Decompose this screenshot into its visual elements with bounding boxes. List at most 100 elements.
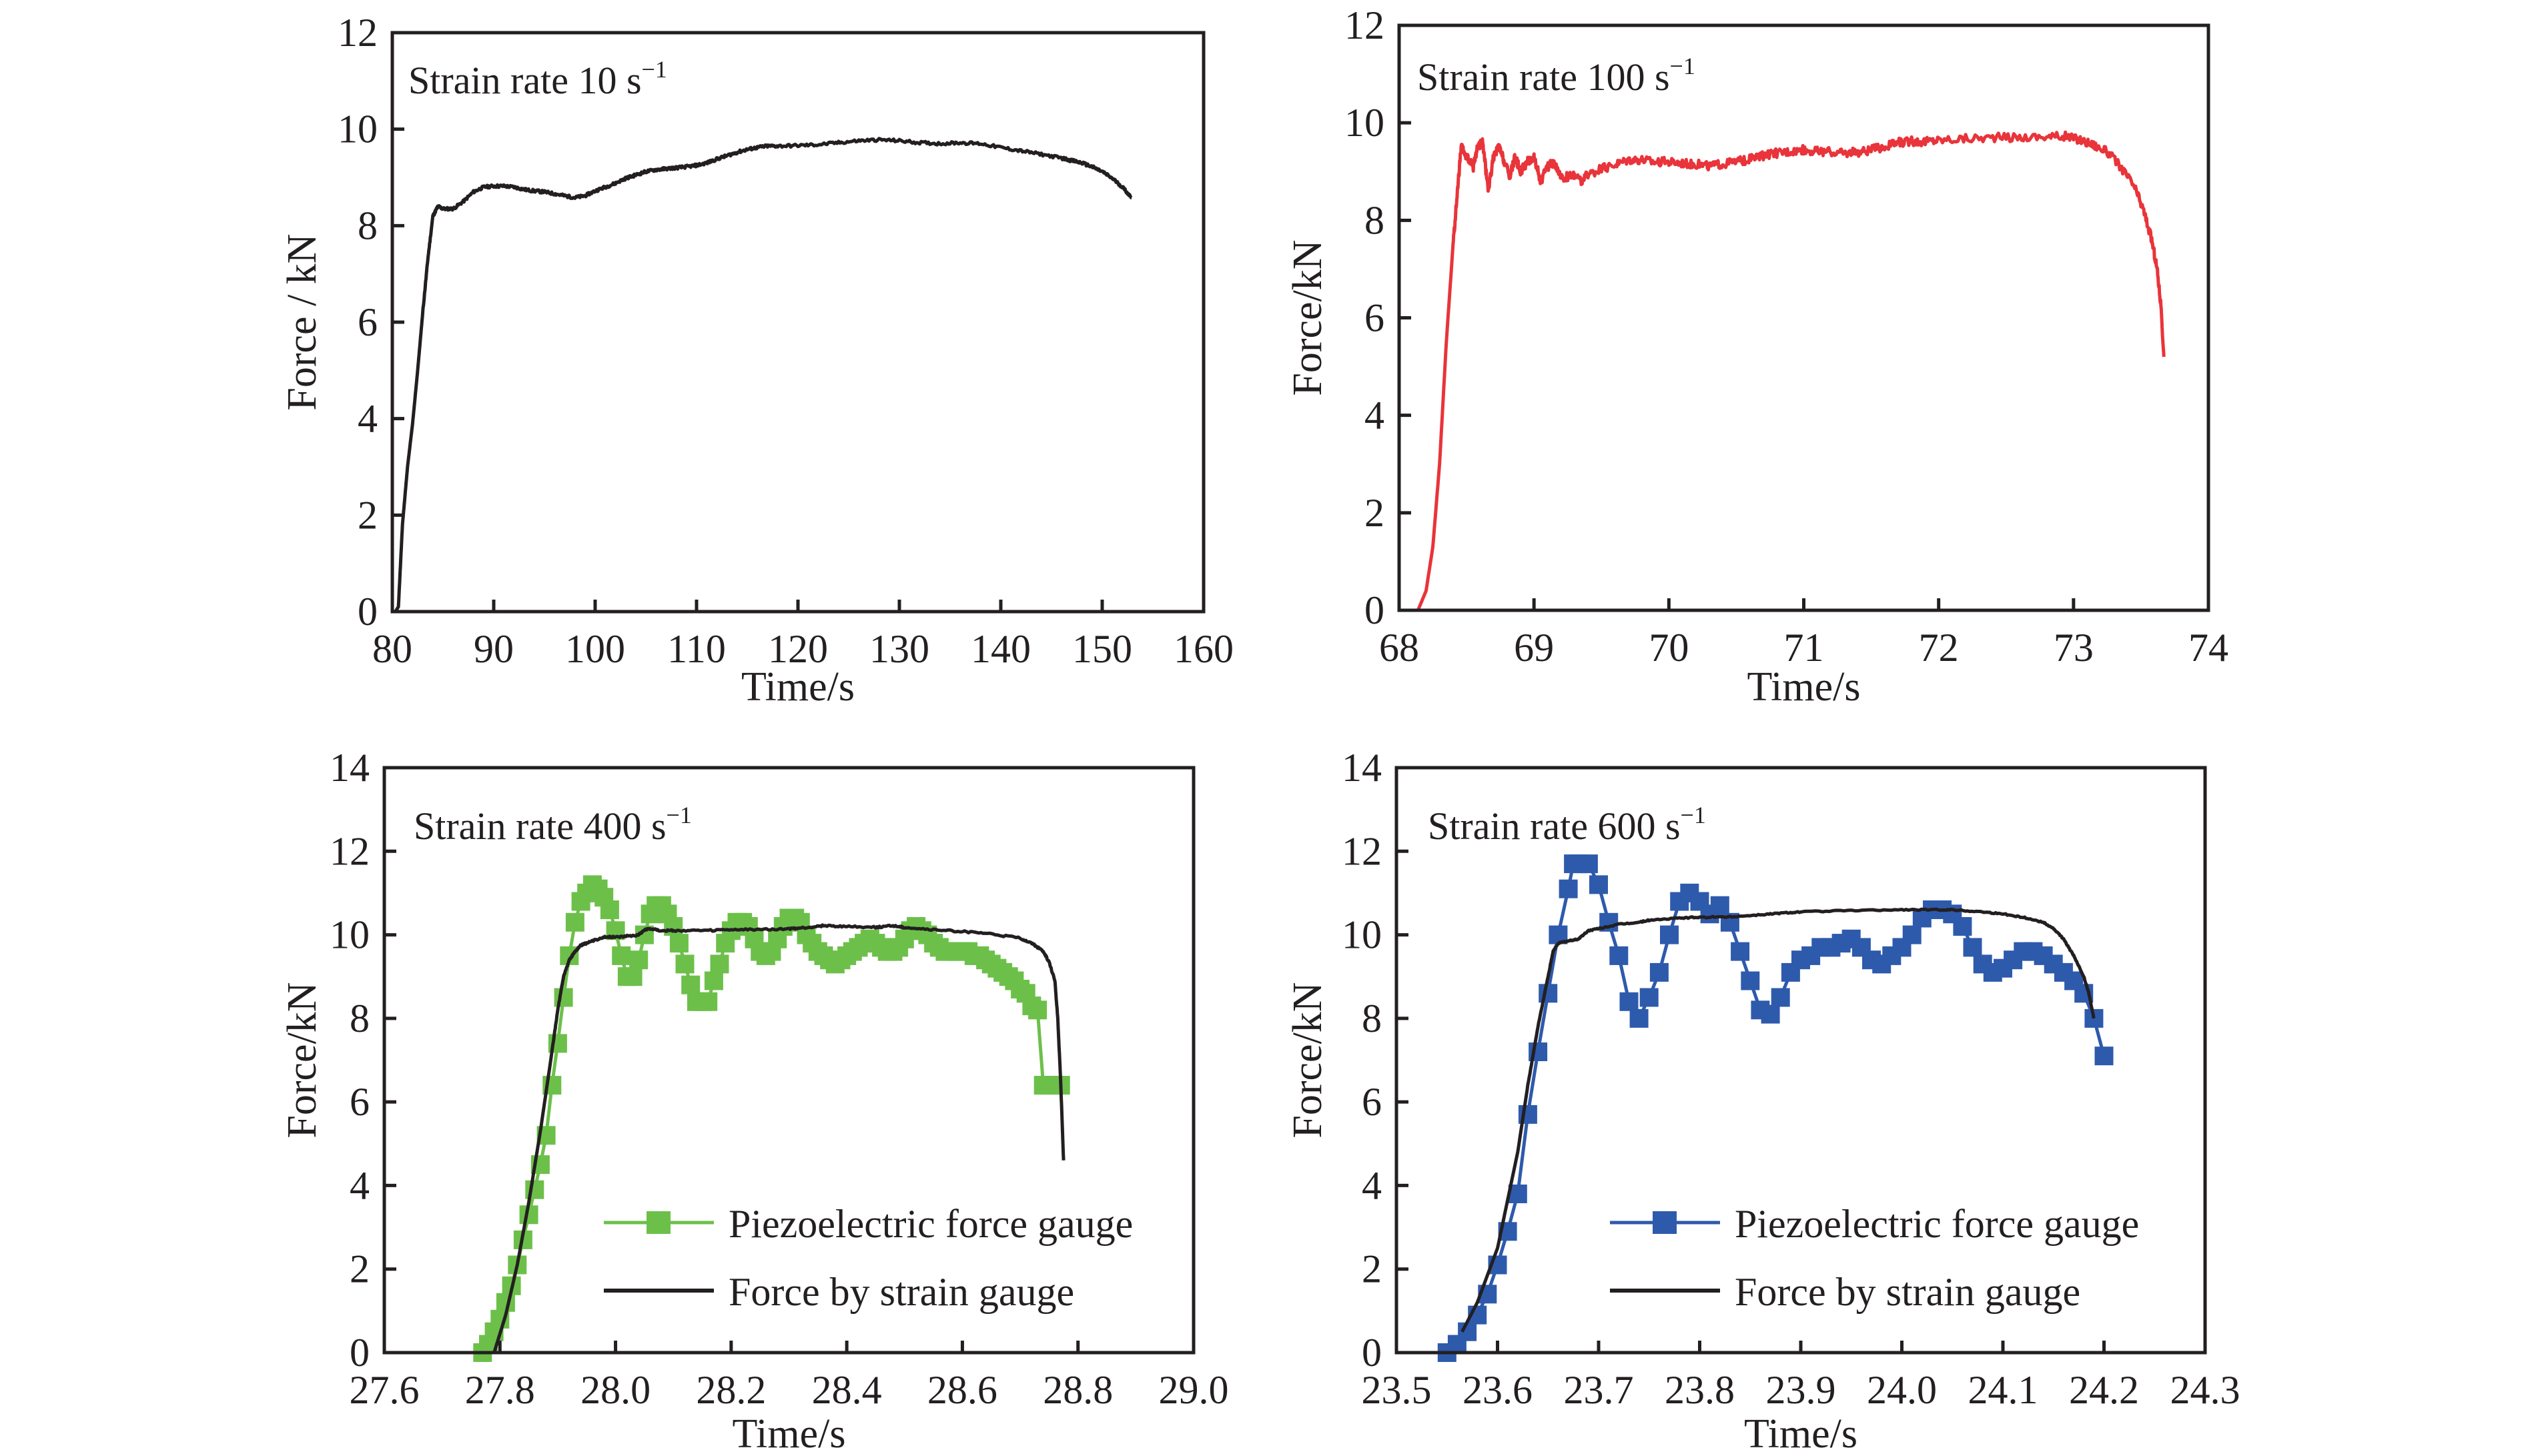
y-tick-label: 14 bbox=[1342, 746, 1382, 790]
annotation-text: Strain rate 600 s bbox=[1428, 804, 1681, 848]
y-tick-label: 6 bbox=[1362, 1080, 1382, 1124]
x-tick-label: 74 bbox=[2188, 626, 2228, 670]
data-point-marker bbox=[675, 954, 695, 974]
series-piezoelectric-force-gauge bbox=[473, 875, 1070, 1362]
legend-label: Piezoelectric force gauge bbox=[1735, 1202, 2139, 1246]
data-point-marker bbox=[1731, 942, 1750, 961]
plot-area bbox=[394, 137, 1133, 613]
data-point-marker bbox=[1028, 1000, 1047, 1020]
y-axis-label: Force / kN bbox=[280, 233, 325, 410]
y-tick-label: 6 bbox=[1364, 296, 1384, 340]
data-point-marker bbox=[1559, 879, 1578, 898]
data-point-marker bbox=[1539, 984, 1558, 1003]
y-axis: 0 2 4 6 8 10 12 14 bbox=[1342, 746, 1408, 1375]
x-tick-label: 28.0 bbox=[580, 1368, 651, 1412]
series-line bbox=[492, 923, 1066, 1353]
x-tick-label: 24.0 bbox=[1867, 1368, 1937, 1412]
legend-label: Piezoelectric force gauge bbox=[729, 1202, 1133, 1246]
series-force bbox=[1416, 130, 2166, 611]
data-point-marker bbox=[1660, 925, 1679, 944]
legend-item: Force by strain gauge bbox=[1610, 1270, 2080, 1314]
y-axis: 0 2 4 6 8 10 12 bbox=[1344, 3, 1411, 632]
y-tick-label: 14 bbox=[330, 746, 370, 790]
y-tick-label: 8 bbox=[358, 203, 378, 247]
y-tick-label: 12 bbox=[1344, 3, 1384, 47]
data-point-marker bbox=[1761, 1004, 1780, 1024]
plot-frame bbox=[1397, 23, 2210, 612]
legend-item: Piezoelectric force gauge bbox=[604, 1202, 1133, 1246]
plot-area bbox=[1437, 854, 2114, 1362]
data-point-marker bbox=[1639, 988, 1659, 1007]
plot-frame bbox=[382, 766, 1196, 1355]
strain-rate-annotation: Strain rate 100 s−1 bbox=[1417, 53, 1695, 99]
x-tick-label: 70 bbox=[1649, 626, 1689, 670]
x-tick-label: 80 bbox=[372, 627, 412, 671]
legend-label: Force by strain gauge bbox=[1735, 1270, 2080, 1314]
x-tick-label: 72 bbox=[1919, 626, 1959, 670]
x-tick-label: 28.4 bbox=[812, 1368, 882, 1412]
x-tick-label: 23.9 bbox=[1766, 1368, 1836, 1412]
legend-label: Force by strain gauge bbox=[729, 1270, 1074, 1314]
data-point-marker bbox=[1629, 1008, 1649, 1028]
y-tick-label: 2 bbox=[350, 1247, 370, 1291]
series-piezoelectric-force-gauge bbox=[1437, 854, 2114, 1362]
x-tick-label: 140 bbox=[971, 627, 1031, 671]
x-tick-label: 27.8 bbox=[465, 1368, 535, 1412]
y-tick-label: 4 bbox=[1362, 1163, 1382, 1207]
data-point-marker bbox=[704, 971, 723, 990]
strain-rate-annotation: Strain rate 10 s−1 bbox=[408, 56, 667, 102]
data-point-marker bbox=[565, 912, 584, 932]
chart-strain-rate-10: 80 90 100 110 120 130 140 150 160 0 2 4 6 8 10 12 Time/s… bbox=[280, 11, 1234, 710]
y-axis-label: Force/kN bbox=[280, 982, 325, 1138]
legend-item: Piezoelectric force gauge bbox=[1610, 1202, 2139, 1246]
annotation-text: Strain rate 10 s bbox=[408, 59, 642, 102]
y-axis-label: Force/kN bbox=[1285, 239, 1330, 396]
annotation-superscript: −1 bbox=[1681, 802, 1706, 828]
series-line bbox=[1460, 907, 2096, 1333]
y-tick-label: 0 bbox=[1362, 1331, 1382, 1375]
y-tick-label: 0 bbox=[358, 590, 378, 634]
legend-item: Force by strain gauge bbox=[604, 1270, 1074, 1314]
data-point-marker bbox=[1579, 854, 1598, 874]
data-point-marker bbox=[2094, 1046, 2114, 1066]
data-point-marker bbox=[525, 1180, 544, 1199]
annotation-text: Strain rate 400 s bbox=[414, 804, 667, 848]
y-tick-label: 8 bbox=[350, 996, 370, 1040]
data-point-marker bbox=[710, 954, 729, 974]
y-tick-label: 2 bbox=[358, 493, 378, 537]
data-point-marker bbox=[699, 992, 718, 1011]
data-point-marker bbox=[554, 988, 573, 1007]
y-axis: 0 2 4 6 8 10 12 14 bbox=[330, 746, 396, 1375]
x-tick-label: 23.6 bbox=[1462, 1368, 1533, 1412]
x-tick-label: 71 bbox=[1784, 626, 1824, 670]
x-axis-label: Time/s bbox=[1747, 664, 1860, 710]
y-axis-label: Force/kN bbox=[1285, 982, 1330, 1138]
x-tick-label: 23.8 bbox=[1665, 1368, 1735, 1412]
x-tick-label: 29.0 bbox=[1159, 1368, 1229, 1412]
x-tick-label: 68 bbox=[1379, 626, 1419, 670]
y-tick-label: 10 bbox=[330, 913, 370, 957]
x-tick-label: 120 bbox=[768, 627, 828, 671]
x-tick-label: 73 bbox=[2054, 626, 2094, 670]
series-force-by-strain-gauge bbox=[492, 923, 1066, 1353]
x-axis-label: Time/s bbox=[741, 664, 855, 710]
x-tick-label: 27.6 bbox=[350, 1368, 420, 1412]
data-point-marker bbox=[1953, 917, 1972, 936]
x-axis-label: Time/s bbox=[1744, 1411, 1857, 1456]
strain-rate-annotation: Strain rate 600 s−1 bbox=[1428, 802, 1706, 848]
data-point-marker bbox=[1741, 971, 1760, 990]
x-axis-label: Time/s bbox=[732, 1411, 845, 1456]
x-tick-label: 130 bbox=[869, 627, 929, 671]
x-tick-label: 28.8 bbox=[1043, 1368, 1113, 1412]
data-point-marker bbox=[623, 967, 643, 986]
data-point-marker bbox=[1609, 946, 1629, 965]
y-tick-label: 4 bbox=[1364, 394, 1384, 438]
series-force-by-strain-gauge bbox=[1460, 907, 2096, 1333]
plot-frame bbox=[1394, 766, 2207, 1355]
data-point-marker bbox=[612, 946, 631, 965]
x-axis: 68 69 70 71 72 73 74 bbox=[1379, 598, 2228, 670]
y-tick-label: 6 bbox=[350, 1080, 370, 1124]
data-point-marker bbox=[664, 917, 683, 936]
y-tick-label: 10 bbox=[338, 107, 378, 151]
